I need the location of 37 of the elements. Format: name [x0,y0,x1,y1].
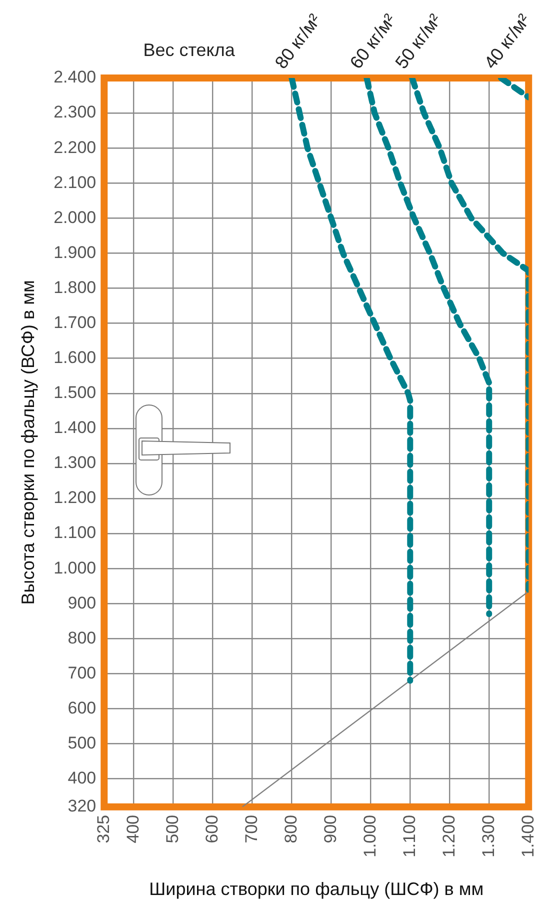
x-tick-label: 700 [242,814,261,844]
y-tick-label: 320 [68,796,96,816]
y-tick-label: 1.500 [54,383,96,402]
y-tick-label: 1.700 [54,312,96,332]
y-tick-label: 500 [68,733,96,752]
y-tick-label: 1.200 [54,488,96,508]
y-tick-label: 600 [68,698,96,718]
y-tick-label: 800 [68,628,96,648]
x-tick-label: 1.000 [360,814,380,858]
y-tick-label: 2.200 [54,138,96,157]
x-tick-label: 1.100 [400,814,419,858]
y-tick-label: 1.900 [54,242,96,262]
y-tick-label: 1.000 [54,558,96,578]
x-tick-label: 900 [320,814,340,844]
x-tick-label: 600 [202,814,222,844]
y-tick-label: 900 [68,593,96,612]
y-tick-label: 2.000 [54,208,96,227]
y-tick-label: 2.100 [54,172,96,192]
x-tick-label: 400 [123,814,142,844]
x-tick-label: 1.400 [518,814,538,858]
x-tick-label: 800 [281,814,300,844]
y-tick-label: 1.800 [54,278,96,297]
y-tick-label: 1.600 [54,348,96,368]
y-tick-label: 700 [68,663,96,682]
y-tick-label: 2.300 [54,102,96,122]
x-tick-label: 500 [162,814,182,844]
y-tick-label: 1.100 [54,523,96,542]
x-tick-label: 1.200 [439,814,458,858]
y-tick-label: 1.300 [54,453,96,472]
x-axis-title: Ширина створки по фальцу (ШСФ) в мм [149,879,484,900]
y-tick-label: 2.400 [54,68,96,87]
y-tick-label: 400 [68,768,96,788]
y-tick-label: 1.400 [54,418,96,438]
x-tick-label: 1.300 [478,814,498,858]
x-tick-label: 325 [94,814,113,844]
y-axis-title: Высота створки по фальцу (ВСФ) в мм [18,280,38,605]
legend-title: Вес стекла [143,40,236,60]
